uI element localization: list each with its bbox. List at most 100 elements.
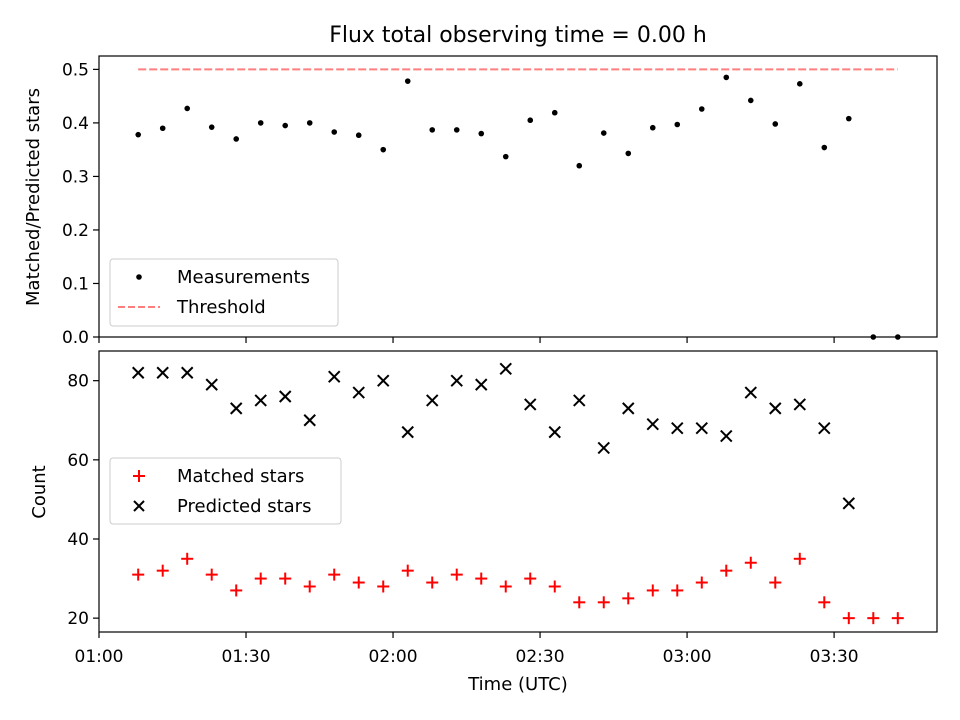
measurement-point [796,81,803,87]
top-y-tick-label: 0.2 [62,221,89,241]
matched-stars-point [205,568,218,581]
legend-predicted-label: Predicted stars [177,496,311,517]
legend-measurements-label: Measurements [177,267,310,288]
predicted-stars-point [352,386,365,399]
measurement-point [282,122,289,129]
predicted-stars-point [646,418,659,431]
top-marks [135,68,901,340]
matched-stars-point [156,564,169,577]
top-y-axis-label: Matched/Predicted stars [23,88,44,306]
matched-stars-point [646,584,659,597]
top-y-tick-label: 0.4 [62,114,89,134]
matched-stars-point [769,576,782,589]
matched-stars-point [573,596,586,609]
measurement-point [159,125,166,132]
matched-stars-point [622,592,635,605]
bottom-legend: Matched stars Predicted stars [109,457,342,525]
legend-predicted-marker [133,500,145,512]
predicted-stars-point [548,425,561,439]
measurement-point [257,120,264,126]
measurement-point [429,127,436,133]
matched-stars-point [303,580,316,593]
predicted-stars-point [499,362,512,376]
measurement-point [306,120,313,126]
predicted-stars-point [279,390,292,403]
measurement-point [478,130,485,137]
predicted-stars-point [842,497,855,510]
predicted-stars-point [205,378,218,391]
predicted-stars-point [818,421,831,435]
predicted-stars-point [524,398,537,411]
top-legend-box [109,258,339,327]
top-axes-frame [98,55,938,338]
matched-stars-point [279,572,292,585]
measurement-point [772,121,779,127]
matched-stars-point [793,552,806,565]
top-panel: 0.0 0.1 0.2 0.3 0.4 0.5 Matched/Predicted sta… [23,55,938,348]
predicted-stars-point [475,378,488,391]
x-tick-label: 02:30 [516,647,565,667]
measurement-point [502,153,509,160]
matched-stars-point [744,556,757,569]
matched-stars-point [671,584,684,597]
predicted-stars-point [793,398,806,411]
predicted-stars-point [671,421,684,435]
matched-stars-point [720,564,733,577]
matched-stars-point [597,596,610,609]
measurement-point [184,105,191,112]
measurement-point [576,162,583,169]
predicted-stars-point [303,414,316,427]
predicted-stars-point [401,425,414,439]
matched-stars-point [867,612,880,625]
predicted-stars-point [720,429,733,443]
matched-stars-point [499,580,512,593]
top-y-tick-label: 0.5 [62,60,89,80]
matched-stars-point [891,612,904,625]
matched-stars-point [377,580,390,593]
bottom-y-tick-label: 40 [67,530,89,550]
matched-stars-point [401,564,414,577]
matched-stars-point [254,572,267,585]
measurement-point [625,150,632,157]
measurement-point [527,117,534,124]
predicted-stars-point [744,386,757,399]
legend-measurements-marker [136,274,142,280]
legend-matched-label: Matched stars [177,466,304,487]
measurement-point [600,130,607,136]
measurement-point [723,74,730,81]
measurement-point [208,124,215,130]
matched-stars-point [695,576,708,589]
measurement-point [845,115,852,122]
x-tick-label: 03:30 [810,647,859,667]
top-chart-title: Flux total observing time = 0.00 h [329,23,707,48]
bottom-y-tick-label: 80 [67,372,89,392]
legend-matched-marker [133,470,145,482]
bottom-panel: 20 40 60 80 01:00 01:30 02:00 02:30 03:00 03:30 C… [29,350,938,695]
predicted-stars-point [230,402,243,415]
matched-stars-point [475,572,488,585]
matched-stars-point [230,584,243,597]
measurement-point [331,129,338,135]
bottom-marks [131,362,904,625]
predicted-stars-point [181,366,194,379]
x-tick-label: 03:00 [663,647,712,667]
measurement-point [380,146,387,153]
predicted-stars-point [695,421,708,435]
measurement-point [649,124,656,131]
bottom-legend-box [109,457,342,525]
top-y-tick-label: 0.3 [62,167,89,187]
matched-stars-point [548,580,561,593]
matched-stars-point [181,552,194,565]
measurement-point [404,78,411,84]
measurement-point [821,144,828,151]
matched-stars-point [352,576,365,589]
bottom-y-tick-label: 60 [67,451,89,471]
top-legend: Measurements Threshold [109,258,339,327]
predicted-stars-point [450,374,463,387]
predicted-stars-point [156,366,169,379]
predicted-stars-point [131,366,145,379]
bottom-y-tick-label: 20 [67,609,89,629]
top-y-tick-label: 0.0 [62,328,89,348]
